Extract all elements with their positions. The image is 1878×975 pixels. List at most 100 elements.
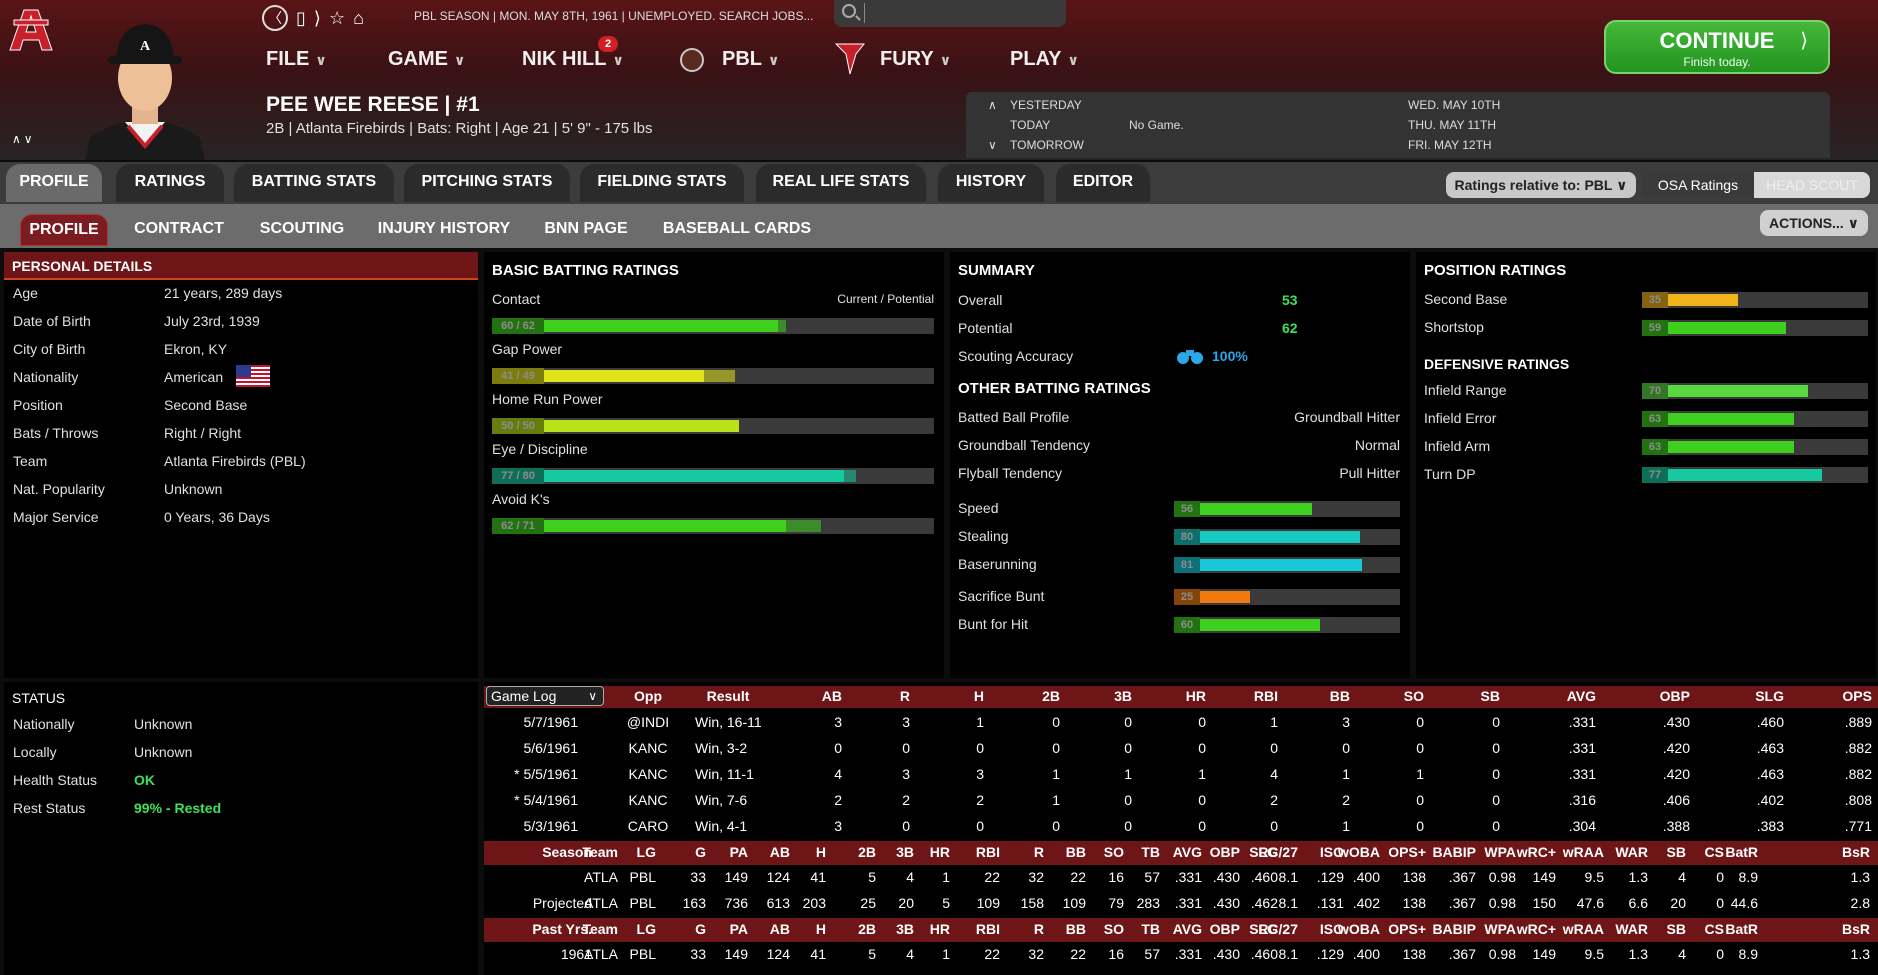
subtab-bnn-page[interactable]: BNN PAGE <box>544 220 628 237</box>
stats-header-row <box>484 841 1878 865</box>
menu-file[interactable]: FILE ∨ <box>266 48 327 71</box>
schedule-yesterday[interactable]: YESTERDAY <box>1010 98 1082 112</box>
past-years-stats-cell: 4 <box>1678 946 1686 962</box>
scouting-accuracy-label: Scouting Accuracy <box>958 348 1074 364</box>
subtab-baseball-cards[interactable]: BASEBALL CARDS <box>662 220 812 237</box>
rating-bar: 63 <box>1642 439 1868 455</box>
schedule-tomorrow[interactable]: TOMORROW <box>1010 138 1084 152</box>
status-title: STATUS <box>12 690 66 706</box>
bookmark-icon[interactable]: ▯ <box>296 8 306 28</box>
gamelog-cell: 0 <box>1270 740 1278 756</box>
rating-bar-fill <box>1668 322 1786 334</box>
ratings-relative-dropdown[interactable]: Ratings relative to: PBL ∨ <box>1446 172 1636 198</box>
menu-play[interactable]: PLAY ∨ <box>1010 48 1079 71</box>
season-stats-cell: ATLA <box>584 895 618 911</box>
season-stats-cell: 150 <box>1532 895 1556 911</box>
tab-batting-stats[interactable]: BATTING STATS <box>234 164 394 202</box>
season-stats-cell: 47.6 <box>1576 895 1604 911</box>
rating-bar-fill <box>1668 385 1808 397</box>
continue-label: CONTINUE <box>1659 28 1775 53</box>
tab-real-life-stats[interactable]: REAL LIFE STATS <box>756 164 926 202</box>
schedule-date-2[interactable]: THU. MAY 11TH <box>1408 118 1497 132</box>
gamelog-cell: 3 <box>976 766 984 782</box>
schedule-date-3[interactable]: FRI. MAY 12TH <box>1408 138 1492 152</box>
gamelog-cell: 2 <box>1270 792 1278 808</box>
gamelog-cell: 0 <box>1416 818 1424 834</box>
past-years-stats-cell: 138 <box>1402 946 1426 962</box>
season-stats-col-header: TB <box>1141 844 1160 860</box>
season-stats-cell: .430 <box>1212 869 1240 885</box>
subtab-scouting[interactable]: SCOUTING <box>259 220 345 237</box>
osa-ratings-toggle[interactable]: OSA Ratings <box>1642 172 1754 198</box>
schedule-panel: ∧ YESTERDAY TODAY No Game. ∨ TOMORROW WE… <box>966 92 1830 158</box>
continue-button[interactable]: CONTINUE Finish today. ⟩ <box>1604 20 1830 74</box>
past-years-stats-col-header: G <box>695 921 706 937</box>
gamelog-cell: 5/7/1961 <box>523 714 579 730</box>
league-logo-icon <box>680 48 704 72</box>
running-rating-label: Sacrifice Bunt <box>958 588 1045 604</box>
search-input[interactable] <box>864 3 1054 23</box>
head-scout-toggle[interactable]: HEAD SCOUT <box>1754 172 1870 198</box>
season-stats-cell: 20 <box>898 895 914 911</box>
gamelog-col-header: R <box>899 688 910 704</box>
position-rating-label: Turn DP <box>1424 466 1476 482</box>
season-stats-col-header: Season <box>542 844 592 860</box>
subtab-profile[interactable]: PROFILE <box>20 214 108 246</box>
schedule-today[interactable]: TODAY <box>1010 118 1051 132</box>
gamelog-col-header: RBI <box>1253 688 1278 704</box>
gamelog-cell: 4 <box>1270 766 1278 782</box>
season-stats-cell: 163 <box>682 895 706 911</box>
menu-team[interactable]: FURY ∨ <box>880 48 951 71</box>
forward-icon[interactable]: ⟩ <box>313 8 321 28</box>
season-stats-cell: 1.3 <box>1628 869 1648 885</box>
season-stats-cell: 124 <box>766 869 790 885</box>
tab-editor[interactable]: EDITOR <box>1056 164 1150 202</box>
subtab-contract[interactable]: CONTRACT <box>134 220 224 237</box>
past-years-stats-col-header: BB <box>1065 921 1086 937</box>
past-years-stats-col-header: 2B <box>858 921 876 937</box>
gamelog-cell: 1 <box>1052 792 1060 808</box>
season-stats-cell: .367 <box>1448 869 1476 885</box>
actions-dropdown[interactable]: ACTIONS... ∨ <box>1760 210 1868 236</box>
tab-history[interactable]: HISTORY <box>938 164 1044 202</box>
back-forward-icon[interactable]: 〈 <box>262 5 288 31</box>
player-info: 2B | Atlanta Firebirds | Bats: Right | A… <box>266 120 653 137</box>
menu-play-label: PLAY <box>1010 48 1062 70</box>
up-arrow-icon[interactable]: ∧ <box>988 98 997 112</box>
past-years-stats-cell: 16 <box>1108 946 1124 962</box>
personal-detail-label: Age <box>13 285 38 301</box>
gamelog-col-header: SLG <box>1755 688 1784 704</box>
arrow-right-icon: ⟩ <box>1800 30 1808 52</box>
personal-details-panel: PERSONAL DETAILS <box>4 252 478 678</box>
tab-ratings[interactable]: RATINGS <box>116 164 224 202</box>
rating-bar: 60 <box>1174 617 1400 633</box>
down-arrow-icon[interactable]: ∨ <box>988 138 997 152</box>
personal-detail-value: Atlanta Firebirds (PBL) <box>164 453 306 469</box>
breadcrumb[interactable]: PBL SEASON | MON. MAY 8TH, 1961 | UNEMPL… <box>414 9 814 23</box>
status-value: Unknown <box>134 716 193 732</box>
personal-detail-value: Second Base <box>164 397 248 413</box>
season-stats-cell: PBL <box>629 869 656 885</box>
home-icon[interactable]: ⌂ <box>353 8 364 28</box>
gamelog-cell: CARO <box>627 818 669 834</box>
subtab-injury-history[interactable]: INJURY HISTORY <box>377 220 511 237</box>
team-logo-icon[interactable] <box>6 4 56 54</box>
rating-bar-value: 59 <box>1642 320 1668 336</box>
prev-next-player-arrows[interactable]: ∧∨ <box>12 132 36 146</box>
search-box[interactable] <box>834 0 1066 27</box>
menu-manager[interactable]: NIK HILL ∨ <box>522 48 624 71</box>
personal-detail-label: City of Birth <box>13 341 86 357</box>
schedule-date-1[interactable]: WED. MAY 10TH <box>1408 98 1501 112</box>
tab-fielding-stats[interactable]: FIELDING STATS <box>580 164 744 202</box>
gamelog-cell: 0 <box>1052 714 1060 730</box>
menu-game[interactable]: GAME ∨ <box>388 48 465 71</box>
season-stats-cell: 138 <box>1402 895 1426 911</box>
past-years-stats-cell: 9.5 <box>1584 946 1604 962</box>
tab-profile[interactable]: PROFILE <box>6 164 102 202</box>
star-icon[interactable]: ☆ <box>328 8 346 28</box>
gamelog-cell: Win, 11-1 <box>695 766 754 782</box>
menu-league[interactable]: PBL ∨ <box>722 48 779 71</box>
rating-bar-value: 56 <box>1174 501 1200 517</box>
tab-pitching-stats[interactable]: PITCHING STATS <box>404 164 570 202</box>
gamelog-dropdown[interactable]: Game Log ∨ <box>486 686 604 706</box>
